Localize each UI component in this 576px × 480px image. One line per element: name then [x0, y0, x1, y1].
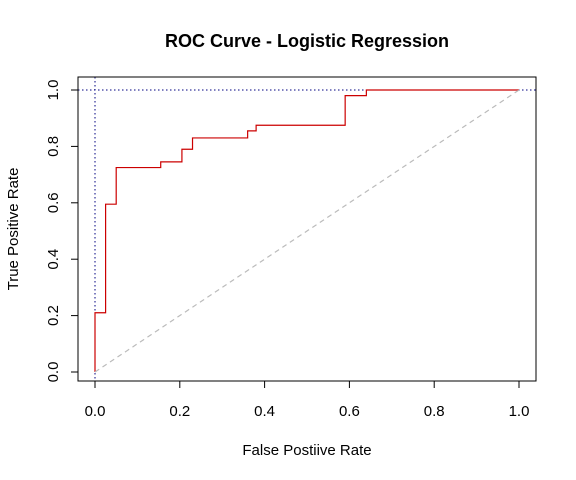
x-tick-label: 1.0	[509, 403, 530, 420]
plot-content	[78, 77, 536, 381]
y-tick-label: 0.2	[45, 305, 62, 326]
x-tick-label: 0.6	[339, 403, 360, 420]
y-tick-label: 0.4	[45, 249, 62, 270]
y-axis: 0.0 0.2 0.4 0.6 0.8 1.0	[45, 80, 79, 383]
x-tick-label: 0.4	[254, 403, 275, 420]
y-axis-label: True Positive Rate	[5, 168, 22, 291]
chart-title: ROC Curve - Logistic Regression	[165, 31, 449, 51]
diagonal-reference-line	[94, 89, 520, 373]
y-tick-label: 0.6	[45, 192, 62, 213]
x-tick-label: 0.2	[169, 403, 190, 420]
y-tick-label: 0.8	[45, 136, 62, 157]
roc-curve-line	[94, 89, 519, 372]
x-tick-label: 0.8	[424, 403, 445, 420]
y-tick-label: 0.0	[45, 362, 62, 383]
x-tick-label: 0.0	[85, 403, 106, 420]
y-tick-label: 1.0	[45, 80, 62, 101]
x-axis-label: False Postiive Rate	[242, 442, 371, 459]
plot-frame	[77, 76, 537, 382]
x-axis: 0.0 0.2 0.4 0.6 0.8 1.0	[85, 380, 530, 420]
